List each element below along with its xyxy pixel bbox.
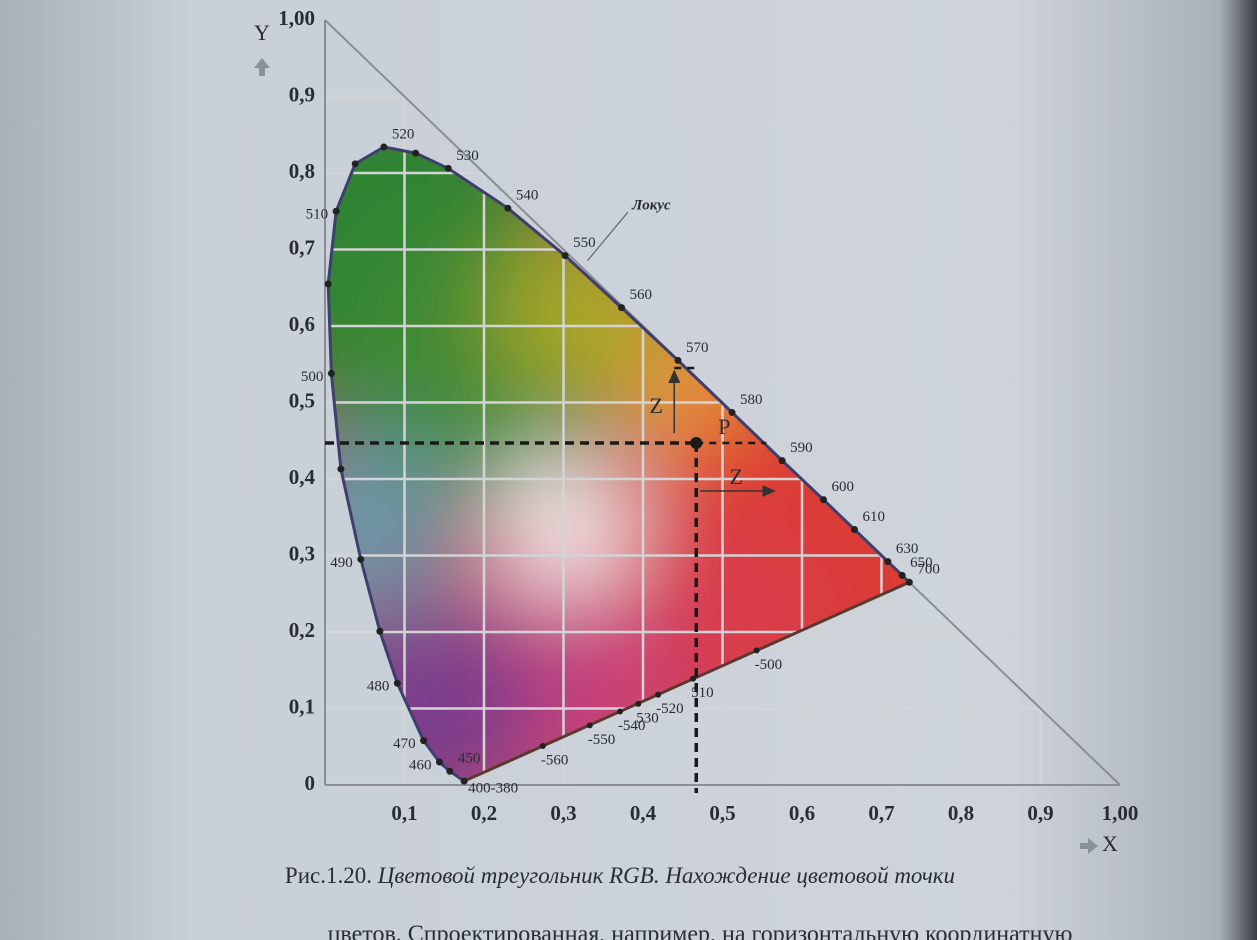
purple-point	[754, 647, 760, 653]
x-tick-label: 0,6	[789, 801, 815, 825]
purple-label: -520	[656, 701, 684, 717]
caption: Рис.1.20. Цветовой треугольник RGB. Нахо…	[285, 863, 955, 888]
locus-point	[820, 496, 827, 503]
wavelength-label: 560	[630, 287, 653, 303]
wavelength-label: 610	[862, 509, 885, 525]
y-tick-label: 1,00	[278, 6, 315, 30]
wavelength-label: 510	[306, 207, 329, 223]
y-tick-label: 0,7	[289, 235, 315, 259]
x-tick-label: 0,4	[630, 801, 657, 825]
y-tick-label: 0,1	[289, 694, 315, 718]
y-tick-label: 0,5	[289, 388, 315, 412]
point-label: P	[718, 414, 730, 439]
locus-point	[779, 457, 786, 464]
locus-point	[445, 165, 452, 172]
purple-point	[540, 743, 546, 749]
locus-point	[504, 205, 511, 212]
wavelength-label: 400-380	[468, 781, 518, 797]
locus-point	[436, 759, 443, 766]
y-tick-label: 0,9	[289, 82, 315, 106]
locus-point	[357, 556, 364, 563]
purple-point	[617, 709, 623, 715]
x-tick-label: 0,7	[868, 801, 894, 825]
x-tick-label: 0,5	[709, 801, 735, 825]
purple-label: 510	[691, 685, 714, 701]
body-text: цветов. Спроектированная, например, на г…	[328, 922, 1073, 940]
y-tick-label: 0,8	[289, 159, 315, 183]
locus-point	[376, 628, 383, 635]
wavelength-label: 520	[392, 126, 415, 142]
z-label: Z	[730, 464, 743, 489]
locus-point	[412, 150, 419, 157]
purple-label: -560	[541, 752, 569, 768]
point-p	[690, 437, 702, 449]
wavelength-label: 460	[409, 757, 432, 773]
locus-label: Локус	[631, 197, 671, 213]
locus-point	[446, 768, 453, 775]
purple-label: -550	[588, 732, 616, 748]
locus-point	[394, 680, 401, 687]
locus-point	[884, 558, 891, 565]
locus-point	[461, 778, 468, 785]
locus-point	[906, 579, 913, 586]
x-tick-label: 0,2	[471, 801, 497, 825]
x-tick-label: 0,9	[1027, 801, 1053, 825]
locus-point	[333, 208, 340, 215]
wavelength-label: 700	[917, 562, 940, 578]
y-tick-label: 0	[305, 771, 316, 795]
purple-label: -500	[755, 657, 783, 673]
wavelength-label: 530	[456, 148, 479, 164]
y-tick-label: 0,6	[289, 312, 315, 336]
x-axis-label: X	[1102, 831, 1118, 856]
purple-point	[635, 701, 641, 707]
wavelength-label: 540	[516, 188, 539, 204]
wavelength-label: 580	[740, 392, 763, 408]
x-tick-label: 0,3	[550, 801, 576, 825]
wavelength-label: 590	[790, 440, 813, 456]
wavelength-label: 550	[573, 235, 596, 251]
locus-point	[337, 466, 344, 473]
y-tick-label: 0,3	[289, 541, 315, 565]
z-label: Z	[650, 393, 663, 418]
locus-point	[325, 280, 332, 287]
wavelength-label: 490	[330, 555, 353, 571]
purple-label: -540	[618, 718, 646, 734]
locus-point	[328, 370, 335, 377]
locus-point	[380, 143, 387, 150]
x-tick-label: 0,8	[948, 801, 974, 825]
locus-point	[899, 572, 906, 579]
wavelength-label: 570	[686, 340, 709, 356]
wavelength-label: 450	[458, 751, 481, 767]
locus-point	[851, 526, 858, 533]
locus-point	[618, 304, 625, 311]
locus-point	[352, 160, 359, 167]
locus-point	[674, 357, 681, 364]
x-tick-label: 1,00	[1102, 801, 1139, 825]
wavelength-label: 600	[831, 479, 854, 495]
wavelength-label: 470	[393, 736, 416, 752]
locus-point	[562, 252, 569, 259]
y-axis-label: Y	[254, 20, 270, 45]
y-tick-label: 0,2	[289, 618, 315, 642]
locus-point	[420, 737, 427, 744]
x-tick-label: 0,1	[391, 801, 417, 825]
page: Рис.1.20. Цветовой треугольник RGB. Нахо…	[0, 0, 1257, 940]
purple-point	[587, 722, 593, 728]
wavelength-label: 500	[301, 369, 324, 385]
wavelength-label: 480	[367, 679, 390, 695]
purple-point	[655, 692, 661, 698]
y-tick-label: 0,4	[289, 465, 316, 489]
